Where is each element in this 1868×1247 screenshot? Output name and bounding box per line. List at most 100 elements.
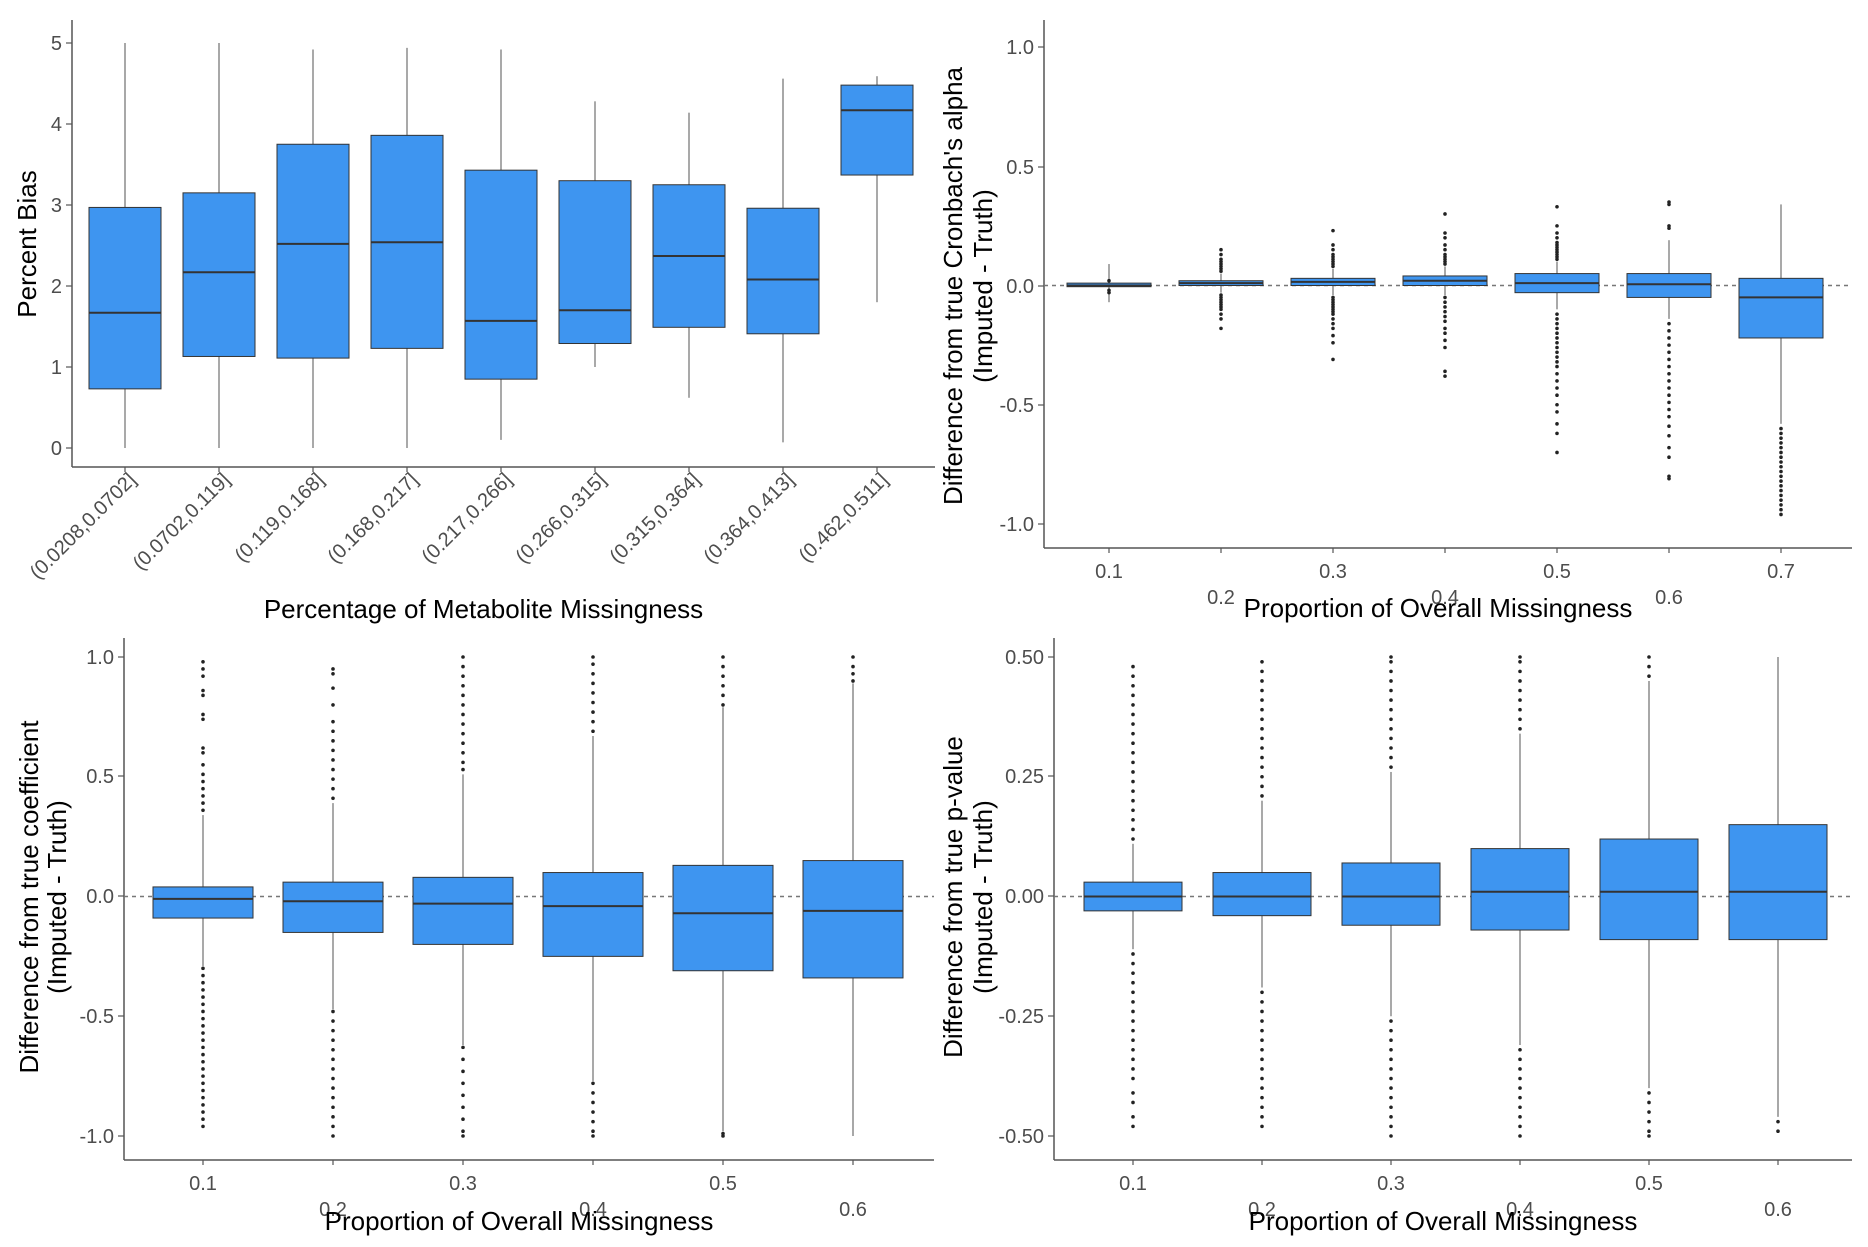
outlier-point: [1779, 426, 1783, 431]
x-tick-label: 0.4: [1506, 1199, 1534, 1221]
x-tick-label: 0.6: [839, 1199, 867, 1221]
outlier-point: [1779, 507, 1783, 512]
outlier-point: [721, 1134, 725, 1138]
box-iqr: [802, 860, 904, 979]
outlier-point: [591, 1134, 595, 1138]
outlier-point: [1131, 674, 1135, 678]
box-iqr: [412, 876, 514, 945]
outlier-point: [201, 772, 205, 777]
x-axis-title: Proportion of Overall Missingness: [325, 1206, 714, 1236]
outlier-point: [461, 712, 465, 717]
outlier-point: [721, 664, 725, 669]
outlier-point: [1131, 1091, 1135, 1095]
outlier-point: [1219, 317, 1223, 321]
outlier-point: [1443, 374, 1447, 378]
outlier-point: [1667, 407, 1671, 412]
outlier-point: [1389, 698, 1393, 702]
box-0.1: [1066, 264, 1152, 303]
outlier-point: [1331, 243, 1335, 247]
y-tick-label: -0.5: [1000, 395, 1034, 417]
outlier-point: [1776, 1119, 1780, 1124]
outlier-point: [1555, 312, 1559, 316]
outlier-point: [331, 671, 335, 676]
outlier-point: [201, 995, 205, 999]
outlier-point: [201, 1067, 205, 1071]
outlier-point: [1331, 326, 1335, 331]
box-iqr: [1212, 872, 1312, 917]
outlier-point: [201, 786, 205, 791]
outlier-point: [1779, 460, 1783, 464]
outlier-point: [201, 1009, 205, 1014]
outlier-point: [1779, 469, 1783, 474]
outlier-point: [1667, 364, 1671, 369]
outlier-point: [331, 1105, 335, 1110]
y-axis-subtitle: (Imputed - Truth): [968, 189, 998, 383]
outlier-point: [1389, 1076, 1393, 1081]
outlier-point: [331, 1086, 335, 1090]
outlier-point: [201, 973, 205, 978]
outlier-point: [1260, 717, 1264, 722]
outlier-point: [1555, 317, 1559, 321]
y-tick-label: 0: [51, 438, 62, 460]
outlier-point: [1131, 1038, 1135, 1042]
outlier-point: [1443, 305, 1447, 309]
outlier-point: [1518, 679, 1522, 683]
x-tick-label: 0.5: [709, 1173, 737, 1195]
outlier-point: [1667, 329, 1671, 333]
outlier-point: [1776, 1129, 1780, 1134]
outlier-point: [331, 1038, 335, 1042]
outlier-point: [201, 1024, 205, 1028]
outlier-point: [331, 1124, 335, 1129]
outlier-point: [1555, 345, 1559, 350]
outlier-point: [201, 1002, 205, 1007]
x-axis-title: Percentage of Metabolite Missingness: [264, 594, 703, 624]
outlier-point: [331, 796, 335, 801]
outlier-point: [1779, 484, 1783, 488]
outlier-point: [1260, 774, 1264, 779]
outlier-point: [1443, 319, 1447, 324]
outlier-point: [1260, 659, 1264, 664]
outlier-point: [331, 786, 335, 791]
outlier-point: [1667, 393, 1671, 398]
outlier-point: [1443, 212, 1447, 216]
outlier-point: [591, 719, 595, 724]
outlier-point: [1518, 1134, 1522, 1138]
outlier-point: [1131, 798, 1135, 803]
outlier-point: [1131, 1000, 1135, 1004]
x-tick-label: (0.0208,0.0702]: [26, 469, 141, 584]
outlier-point: [201, 1038, 205, 1042]
outlier-point: [1667, 445, 1671, 450]
y-tick-label: 0.0: [1006, 276, 1034, 298]
outlier-point: [1331, 321, 1335, 326]
outlier-point: [1667, 336, 1671, 340]
y-axis-title: Percent Bias: [12, 170, 42, 317]
outlier-point: [461, 655, 465, 659]
chart-panel-1: 0 1 2 3 4 5 (0.0208,0.0702](0.0702,0.119](0.11…: [12, 20, 935, 624]
outlier-point: [331, 729, 335, 734]
y-tick-label: 5: [51, 33, 62, 55]
outlier-point: [1131, 703, 1135, 707]
x-tick-label: 0.6: [1655, 587, 1683, 609]
y-tick-label: 0.25: [1005, 766, 1044, 788]
outlier-point: [721, 674, 725, 678]
outlier-point: [1331, 357, 1335, 362]
outlier-point: [1518, 1047, 1522, 1052]
outlier-point: [1219, 247, 1223, 252]
outlier-point: [1443, 243, 1447, 247]
outlier-point: [201, 779, 205, 784]
y-axis-title: Difference from true p-value: [938, 736, 968, 1058]
outlier-point: [1219, 326, 1223, 331]
outlier-point: [1779, 488, 1783, 493]
outlier-point: [1260, 1009, 1264, 1014]
outlier-point: [1443, 338, 1447, 343]
outlier-point: [721, 683, 725, 688]
y-tick-label: -1.0: [1000, 514, 1034, 536]
outlier-point: [1667, 414, 1671, 419]
outlier-point: [1389, 746, 1393, 750]
outlier-point: [1389, 755, 1393, 760]
outlier-point: [1131, 731, 1135, 736]
outlier-point: [1389, 1057, 1393, 1062]
outlier-point: [1443, 309, 1447, 314]
box-0.4: [542, 655, 644, 1138]
x-tick-label: (0.168,0.217]: [324, 469, 423, 568]
